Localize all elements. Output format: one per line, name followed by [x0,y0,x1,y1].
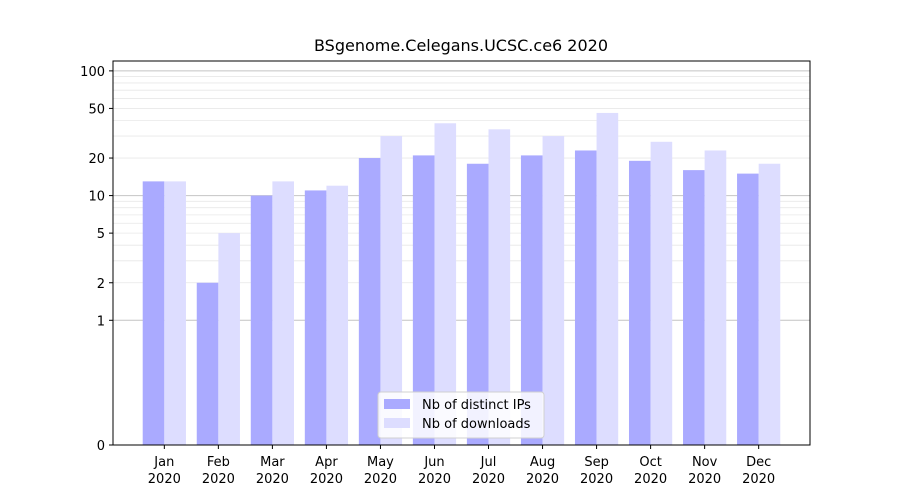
x-tick-label: Sep 2020 [580,455,613,487]
x-tick-label: Dec 2020 [742,455,775,487]
chart-title: BSgenome.Celegans.UCSC.ce6 2020 [314,36,608,55]
bar-distinct-ips [574,150,597,445]
bar-distinct-ips [737,173,759,445]
x-axis: Jan 2020 Feb 2020 Mar 2020 Apr 2020 May 2020 Jun 20… [148,445,775,487]
x-tick-label: May 2020 [364,455,397,487]
bar-downloads [380,136,403,446]
x-tick-label: Jan 2020 [148,455,181,487]
x-tick-label: Apr 2020 [310,455,343,487]
bar-downloads [272,181,295,445]
bar-distinct-ips [142,181,165,445]
x-tick-label: Jul 2020 [472,455,505,487]
bar-distinct-ips [304,190,327,445]
x-tick-label: Aug 2020 [526,455,559,487]
bar-downloads [326,185,349,445]
x-tick-label: Nov 2020 [688,455,721,487]
bars-layer [142,112,781,446]
bar-downloads [488,129,511,446]
bar-downloads [650,141,673,445]
x-tick-label: Feb 2020 [202,455,235,487]
y-tick-label: 5 [97,227,105,242]
legend-swatch [384,399,410,409]
y-tick-label: 100 [80,65,105,80]
plot-frame [112,60,811,446]
bar-distinct-ips [683,170,705,445]
bar-downloads [542,136,565,446]
bar-downloads [164,181,186,445]
bar-downloads [218,233,240,445]
x-tick-label: Jun 2020 [418,455,451,487]
bar-distinct-ips [520,155,543,445]
bar-distinct-ips [412,155,435,445]
x-tick-label: Mar 2020 [256,455,289,487]
y-tick-label: 10 [88,190,105,205]
legend-swatch [384,418,410,428]
y-tick-label: 50 [88,102,105,117]
bar-distinct-ips [250,195,273,445]
y-axis: 0 1 2 5 10 20 50 100 [80,65,113,454]
legend-box [377,391,545,439]
legend-label: Nb of downloads [422,417,531,432]
bar-distinct-ips [196,282,219,445]
bar-downloads [434,123,457,446]
bar-distinct-ips [466,163,489,445]
x-tick-label: Oct 2020 [634,455,667,487]
legend: Nb of distinct IPs Nb of downloads [377,391,545,439]
bar-distinct-ips [358,158,381,445]
bar-downloads [596,112,619,446]
bar-distinct-ips [628,160,651,445]
y-tick-label: 1 [97,314,105,329]
bar-downloads [704,150,727,445]
y-tick-label: 0 [97,439,105,454]
bar-downloads [758,163,781,445]
y-tick-label: 20 [88,152,105,167]
legend-label: Nb of distinct IPs [422,398,531,413]
y-tick-label: 2 [97,277,105,292]
